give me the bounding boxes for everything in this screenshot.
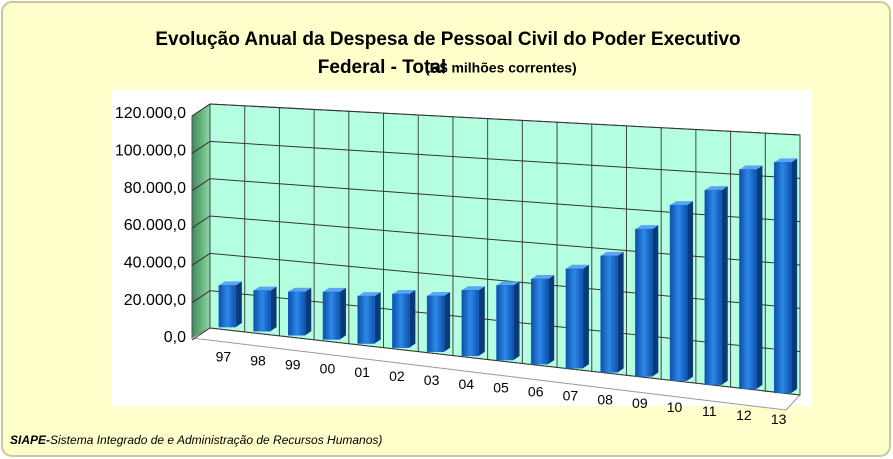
bar bbox=[565, 268, 584, 369]
source-label: SIAPE- bbox=[10, 433, 50, 447]
bar-top bbox=[739, 165, 763, 170]
bar-top bbox=[635, 225, 659, 230]
bar-top bbox=[531, 274, 555, 279]
bar-top bbox=[427, 291, 451, 296]
chart-title: Evolução Anual da Despesa de Pessoal Civ… bbox=[155, 29, 740, 50]
bar-top bbox=[253, 286, 277, 291]
bar bbox=[253, 290, 271, 332]
x-tick-label: 01 bbox=[354, 364, 370, 380]
x-tick-label: 97 bbox=[216, 349, 232, 365]
bar-side bbox=[791, 158, 798, 393]
y-tick-label: 120.000,0 bbox=[115, 105, 186, 122]
bar-side bbox=[687, 201, 694, 381]
bar-side bbox=[409, 289, 416, 348]
bar bbox=[530, 278, 549, 365]
x-tick-label: 02 bbox=[389, 368, 405, 384]
bar-top bbox=[670, 201, 694, 206]
bar-top bbox=[461, 286, 485, 291]
x-tick-label: 07 bbox=[563, 387, 579, 403]
bar-top bbox=[704, 186, 728, 191]
y-tick-label: 80.000,0 bbox=[124, 180, 186, 197]
side-wall bbox=[191, 103, 211, 339]
x-tick-label: 13 bbox=[771, 411, 787, 427]
x-tick-label: 11 bbox=[702, 403, 717, 419]
bar-side bbox=[305, 287, 312, 336]
x-tick-label: 99 bbox=[285, 356, 301, 372]
source: SIAPE-Sistema Integrado de e Administraç… bbox=[10, 433, 382, 447]
bar-side bbox=[339, 287, 346, 340]
x-tick-label: 98 bbox=[250, 353, 266, 369]
bar-top bbox=[496, 281, 520, 286]
bar bbox=[392, 293, 410, 348]
bar bbox=[218, 285, 237, 328]
bar-top bbox=[565, 264, 589, 269]
x-tick-label: 03 bbox=[424, 372, 440, 388]
y-tick-label: 20.000,0 bbox=[124, 292, 186, 309]
bar bbox=[635, 228, 653, 377]
bar-top bbox=[357, 292, 381, 297]
x-tick-label: 04 bbox=[459, 376, 475, 392]
grid-line bbox=[191, 178, 801, 223]
bar-side bbox=[756, 165, 763, 389]
grid-line bbox=[191, 103, 801, 136]
bar bbox=[600, 255, 618, 373]
bar bbox=[669, 204, 688, 381]
bar-top bbox=[322, 287, 346, 292]
bar-side bbox=[617, 251, 624, 373]
bar-top bbox=[218, 281, 242, 286]
bar bbox=[704, 189, 722, 385]
bar-top bbox=[774, 158, 798, 163]
y-tick-label: 40.000,0 bbox=[124, 255, 186, 272]
grid-line bbox=[191, 327, 801, 396]
bar bbox=[426, 295, 445, 353]
bar-side bbox=[582, 264, 589, 369]
x-tick-label: 12 bbox=[736, 407, 752, 423]
bar-side bbox=[374, 292, 381, 344]
bar bbox=[357, 295, 375, 344]
x-tick-label: 05 bbox=[493, 380, 509, 396]
x-tick-label: 00 bbox=[320, 360, 336, 376]
x-tick-label: 06 bbox=[528, 384, 544, 400]
bar bbox=[739, 169, 757, 390]
bar-side bbox=[548, 274, 555, 365]
x-tick-label: 10 bbox=[667, 399, 683, 415]
bar bbox=[288, 291, 306, 336]
bar-side bbox=[721, 186, 728, 385]
source-text: Sistema Integrado de e Administração de … bbox=[50, 433, 382, 447]
bar-side bbox=[652, 225, 659, 377]
bar-top bbox=[600, 251, 624, 256]
chart-subtitle: (R$ milhões correntes) bbox=[425, 60, 577, 76]
bar-side bbox=[444, 291, 451, 352]
bar-side bbox=[235, 281, 242, 328]
grid-line bbox=[191, 140, 801, 179]
y-tick-label: 100.000,0 bbox=[115, 143, 186, 160]
bar bbox=[496, 285, 514, 361]
plot: 0,0 20.000,0 40.000,0 60.000,0 80.000,0 100.0… bbox=[115, 103, 802, 427]
x-tick-label: 09 bbox=[632, 395, 648, 411]
bar-side bbox=[270, 286, 277, 332]
grid-line bbox=[191, 215, 801, 266]
bar bbox=[773, 162, 792, 394]
bar-top bbox=[288, 287, 312, 292]
y-tick-label: 60.000,0 bbox=[124, 217, 186, 234]
bar bbox=[461, 290, 480, 357]
x-tick-label: 08 bbox=[597, 391, 613, 407]
bar bbox=[322, 291, 341, 340]
bar-side bbox=[478, 286, 485, 356]
y-tick-label: 0,0 bbox=[164, 329, 186, 346]
bar-top bbox=[392, 289, 416, 294]
chart-title: Federal - Total bbox=[318, 57, 446, 78]
bar-side bbox=[513, 281, 520, 360]
